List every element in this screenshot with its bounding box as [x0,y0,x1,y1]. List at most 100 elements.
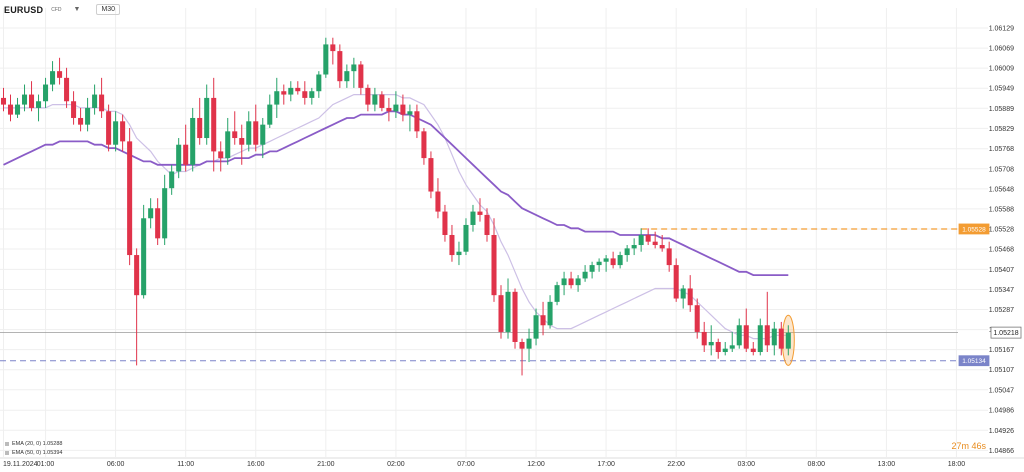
x-tick-label: 13:00 [878,461,896,468]
candle-body [477,211,483,215]
candle-body [610,258,616,266]
candle-body [435,191,441,212]
y-tick-label: 1.05107 [989,367,1014,374]
candle-body [512,291,518,342]
legend-ema20[interactable]: EMA (20, 0) 1.05288 [5,441,62,447]
y-tick-label: 1.05648 [989,186,1014,193]
candle-body [722,348,728,353]
candle-body [316,74,322,92]
y-tick-label: 1.05768 [989,146,1014,153]
candle-body [190,117,196,165]
candle-body [365,87,371,105]
candle-body [757,325,763,353]
candle-body [771,328,777,346]
candle-body [78,117,84,125]
y-tick-label: 1.05528 [989,226,1014,233]
current-price-tag-label: 1.05218 [993,330,1018,337]
x-tick-label: 02:00 [387,461,405,468]
candle-body [288,87,294,95]
candle-body [148,208,154,219]
candle-body [232,131,238,139]
y-tick-label: 1.05588 [989,206,1014,213]
y-tick-label: 1.05949 [989,86,1014,93]
candle-body [498,295,504,332]
candle-body [554,285,560,302]
candle-body [113,121,119,145]
candle-body [92,94,98,108]
candle-body [134,255,140,296]
candle-body [764,325,770,346]
candle-countdown-timer: 27m 46s [951,441,986,451]
candle-body [442,211,448,235]
candle-body [386,107,392,112]
y-tick-label: 1.04866 [989,448,1014,455]
chevron-down-icon[interactable]: ▼ [73,6,81,13]
legend-toggle-icon[interactable] [5,451,9,455]
candle-body [57,71,63,78]
candle-body [708,341,714,346]
candle-body [64,77,70,102]
chart-header: EURUSD CFD ▼ M30 [4,4,121,15]
legend-toggle-icon[interactable] [5,442,9,446]
candle-body [7,104,14,115]
y-tick-label: 1.06129 [989,26,1014,33]
x-tick-label: 07:00 [457,461,475,468]
candle-body [631,245,637,249]
candle-body [470,211,476,225]
y-tick-label: 1.05347 [989,287,1014,294]
x-tick-label: 12:00 [527,461,545,468]
candle-body [652,241,658,246]
x-tick-label: 22:00 [667,461,685,468]
candle-body [106,111,112,145]
candle-body [330,44,336,52]
candle-body [680,288,686,299]
candle-body [22,94,28,105]
candle-body [71,101,77,118]
candle-body [561,278,567,286]
candle-body [127,141,133,256]
symbol-label[interactable]: EURUSD [4,4,44,15]
candle-body [246,121,252,145]
candle-body [358,64,364,88]
candle-body [407,111,413,115]
candle-body [225,131,231,159]
candle-body [687,288,693,306]
candle-body [638,234,644,246]
candle-body [519,341,525,349]
candle-body [176,144,182,172]
candle-body [211,97,217,152]
candle-body [414,111,420,132]
candle-body [253,121,259,145]
candle-body [624,248,630,256]
candle-body [547,301,553,326]
candle-body [155,208,161,239]
candle-body [701,331,707,346]
candle-body [29,94,35,108]
candle-body [659,245,665,249]
x-tick-label: 11:00 [177,461,194,468]
candle-body [169,171,175,189]
candle-body [568,278,574,286]
legend-ema50[interactable]: EMA (50, 0) 1.05394 [5,450,62,456]
instrument-type-label: CFD [51,6,62,13]
candle-body [14,104,21,115]
y-tick-label: 1.04986 [989,408,1014,415]
x-tick-label: 18:00 [948,461,966,468]
candle-body [603,258,609,262]
candle-body [694,305,700,332]
candle-body [491,234,497,296]
timeframe-selector[interactable]: M30 [96,4,121,15]
candle-body [183,144,189,165]
orange-level-tag-box [958,223,990,235]
y-tick-label: 1.05047 [989,387,1014,394]
y-tick-label: 1.04926 [989,428,1014,435]
x-tick-label: 01:00 [37,461,55,468]
candle-body [540,315,546,326]
candle-body [372,94,378,105]
candle-body [204,97,210,139]
candle-body [239,138,245,145]
y-tick-label: 1.06009 [989,66,1014,73]
candle-body [743,325,749,349]
candle-body [463,224,469,252]
